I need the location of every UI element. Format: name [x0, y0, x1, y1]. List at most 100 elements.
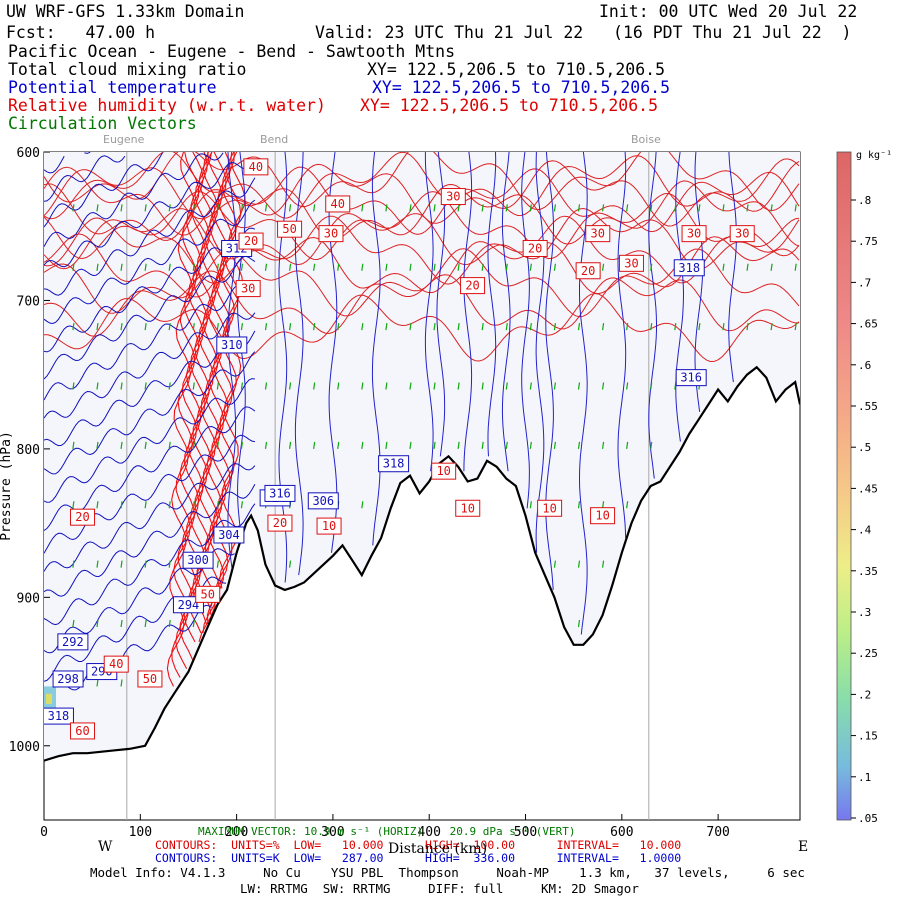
circulation-vector [337, 263, 340, 271]
circulation-vector [481, 382, 484, 390]
circulation-vector [650, 263, 653, 271]
rh-contour-line [44, 270, 799, 337]
circulation-vector [168, 382, 171, 390]
circulation-vector [192, 263, 195, 271]
y-tick-label: 800 [17, 443, 40, 458]
route-description: Pacific Ocean - Eugene - Bend - Sawtooth… [8, 42, 456, 61]
circulation-vector [240, 263, 244, 271]
svg-text:300: 300 [187, 553, 209, 567]
circulation-vector [361, 204, 364, 212]
model-info: Model Info: V4.1.3 No Cu YSU PBL Thompso… [90, 865, 805, 880]
circulation-vector [216, 501, 219, 509]
circulation-vector [96, 204, 99, 212]
circulation-vector [674, 382, 677, 390]
circulation-vector [361, 441, 364, 449]
circulation-vector [722, 263, 725, 271]
circulation-vector [601, 263, 605, 271]
circulation-vector [457, 263, 460, 271]
circulation-vector [240, 323, 244, 331]
circulation-vector [144, 441, 147, 449]
circulation-vector [650, 204, 653, 212]
circulation-vector [96, 382, 99, 390]
svg-text:10: 10 [542, 501, 556, 515]
theta-contour-line [44, 312, 256, 419]
rh-contour-line [206, 152, 235, 625]
rh-contour-label: 10 [590, 507, 616, 525]
circulation-vector [144, 560, 147, 568]
circulation-vector [457, 204, 460, 212]
svg-text:60: 60 [75, 724, 89, 738]
circulation-vector [240, 382, 244, 390]
circulation-vector [433, 441, 436, 449]
theta-contour-line [648, 152, 657, 479]
theta-contour-label: 298 [52, 670, 84, 688]
model-info-physics: LW: RRTMG SW: RRTMG DIFF: full KM: 2D Sm… [240, 881, 639, 896]
circulation-vector [96, 560, 99, 568]
theta-contour-label: 318 [44, 707, 74, 725]
y-tick-label: 1000 [9, 740, 40, 755]
circulation-vector [674, 323, 677, 331]
theta-contour-line [694, 152, 704, 412]
circulation-vector [553, 204, 557, 212]
field-relative-humidity: Relative humidity (w.r.t. water) [8, 96, 326, 115]
svg-text:318: 318 [48, 709, 70, 723]
circulation-vector [192, 323, 195, 331]
circulation-vector [505, 263, 508, 271]
circulation-vector [361, 382, 364, 390]
y-tick-label: 700 [17, 294, 40, 309]
circulation-vector [337, 323, 340, 331]
circulation-vector [433, 263, 436, 271]
circulation-vector [144, 263, 147, 271]
circulation-vector [337, 382, 340, 390]
circulation-vector [385, 323, 388, 331]
circulation-vector [313, 323, 316, 331]
circulation-vector [361, 501, 364, 509]
svg-text:294: 294 [178, 598, 200, 612]
rh-contour-line [44, 215, 800, 285]
x-tick-label: 200 [225, 825, 248, 840]
circulation-vector [409, 204, 412, 212]
circulation-vector [505, 382, 508, 390]
valid-time: Valid: 23 UTC Thu 21 Jul 22 (16 PDT Thu … [315, 23, 852, 42]
theta-contour-label: 318 [378, 455, 410, 473]
circulation-vector [72, 382, 75, 390]
svg-text:30: 30 [735, 227, 749, 241]
circulation-vector [433, 204, 436, 212]
model-title: UW WRF-GFS 1.33km Domain [6, 2, 245, 21]
theta-contour-line [371, 152, 381, 546]
rh-contour-label: 20 [522, 239, 548, 257]
rh-contour-line [44, 248, 800, 318]
contours-rh: CONTOURS: UNITS=% LOW= 10.000 HIGH= 100.… [155, 838, 682, 852]
theta-contour-line [44, 227, 256, 353]
theta-contour-label: 300 [182, 551, 214, 569]
rh-contour-line [219, 152, 246, 589]
circulation-vector [577, 441, 581, 449]
circulation-vector [601, 204, 605, 212]
colorbar-label: .5 [858, 441, 871, 454]
rh-contour-label: 20 [460, 277, 486, 295]
colorbar-label: .35 [858, 565, 878, 578]
theta-contour-line [424, 152, 434, 472]
field-cloud-xy: XY= 122.5,206.5 to 710.5,206.5 [367, 60, 666, 79]
circulation-vector [481, 323, 484, 331]
circulation-vector [794, 204, 797, 212]
circulation-vector [505, 204, 508, 212]
theta-contour-line [675, 152, 685, 442]
colorbar-label: .8 [858, 194, 871, 207]
svg-text:20: 20 [273, 516, 287, 530]
circulation-vector [168, 619, 171, 628]
theta-contour-line [44, 604, 212, 707]
svg-text:50: 50 [200, 587, 214, 601]
colorbar-label: .1 [858, 771, 871, 784]
colorbar-label: .6 [858, 359, 871, 372]
circulation-vector [433, 323, 436, 331]
field-potential-temperature: Potential temperature [8, 78, 217, 97]
theta-contour-line [521, 152, 530, 509]
circulation-vector [626, 441, 629, 449]
colorbar-label: .15 [858, 730, 878, 743]
circulation-vector [288, 441, 292, 449]
circulation-vector [72, 204, 75, 212]
circulation-vector [746, 323, 749, 331]
theta-contour-line [578, 152, 588, 635]
